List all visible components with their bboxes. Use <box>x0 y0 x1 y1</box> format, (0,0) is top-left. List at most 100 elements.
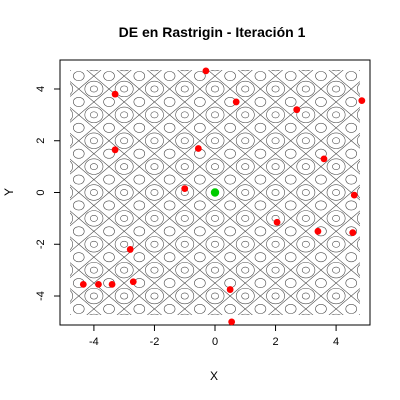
contour-line <box>138 101 171 129</box>
contour-line <box>271 189 280 196</box>
contour-line <box>254 303 267 314</box>
contour-line <box>194 174 206 185</box>
x-tick-label: 0 <box>212 336 218 348</box>
contour-line <box>199 256 231 284</box>
contour-line <box>169 256 201 284</box>
contour-line <box>326 158 346 175</box>
contour-line <box>315 303 327 314</box>
contour-line <box>199 230 231 258</box>
contour-line <box>194 46 205 55</box>
contour-line <box>235 132 255 149</box>
contour-line <box>350 288 360 304</box>
contour-line <box>320 205 352 232</box>
contour-line <box>271 163 280 171</box>
contour-line <box>120 111 129 119</box>
contour-line <box>266 184 285 201</box>
contour-line <box>224 252 236 263</box>
contour-line <box>290 75 322 103</box>
contour-line <box>376 123 387 132</box>
contour-line <box>356 83 360 95</box>
population-point <box>350 191 358 199</box>
contour-line <box>358 314 360 315</box>
contour-line <box>180 163 189 171</box>
contour-line <box>210 313 220 315</box>
contour-line <box>70 186 74 199</box>
contour-line <box>70 210 80 227</box>
population-point <box>273 218 281 226</box>
contour-line <box>332 240 341 248</box>
contour-line <box>70 70 72 71</box>
contour-line <box>346 46 357 55</box>
contour-line <box>163 96 176 107</box>
population-point <box>320 155 328 163</box>
x-axis: -4 -2 0 2 4 <box>89 324 339 348</box>
contour-line <box>266 158 285 175</box>
contour-line <box>163 200 176 211</box>
contour-line <box>163 148 176 159</box>
contour-line <box>73 122 85 133</box>
contour-line <box>301 189 310 196</box>
contour-line <box>180 266 189 274</box>
contour-line <box>254 148 267 159</box>
contour-line <box>70 288 80 304</box>
contour-line <box>103 200 115 211</box>
contour-line <box>315 174 327 185</box>
contour-line <box>70 83 74 95</box>
contour-line <box>169 75 201 103</box>
y-axis-label: Y <box>2 188 16 196</box>
contour-line <box>301 85 310 93</box>
contour-line <box>133 96 146 107</box>
contour-line <box>271 111 280 119</box>
contour-line <box>254 174 267 185</box>
contour-line <box>235 262 255 279</box>
contour-line <box>73 96 85 107</box>
contour-line <box>60 293 67 299</box>
contour-line <box>114 262 134 279</box>
contour-line <box>235 287 255 305</box>
contour-line <box>254 71 267 82</box>
contour-line <box>296 184 316 201</box>
contour-line <box>302 60 309 66</box>
contour-line <box>363 138 370 144</box>
contour-line <box>332 319 339 325</box>
contour-line <box>163 71 176 82</box>
contour-line <box>254 252 267 263</box>
contour-line <box>84 236 104 253</box>
contour-line <box>163 122 176 133</box>
contour-line <box>285 46 296 55</box>
contour-line <box>331 70 341 72</box>
contour-line <box>259 282 292 310</box>
contour-line <box>179 70 190 72</box>
contour-line <box>108 179 140 206</box>
contour-line <box>240 70 251 72</box>
contour-line <box>259 75 292 103</box>
contour-line <box>150 85 159 93</box>
contour-line <box>103 303 115 314</box>
contour-line <box>350 132 360 149</box>
contour-line <box>70 108 74 121</box>
contour-line <box>179 313 190 315</box>
contour-line <box>326 236 346 253</box>
contour-line <box>326 184 346 201</box>
contour-line <box>163 278 176 289</box>
contour-line <box>259 179 292 206</box>
contour-line <box>145 106 164 123</box>
contour-line <box>199 282 231 310</box>
contour-line <box>103 71 115 82</box>
contour-line <box>199 153 231 180</box>
contour-line <box>175 210 195 227</box>
contour-line <box>241 266 250 274</box>
contour-line <box>133 252 146 263</box>
contour-line <box>270 70 281 72</box>
y-axis: -4 -2 0 2 4 <box>35 86 61 301</box>
contour-line <box>266 287 285 305</box>
contour-line <box>345 71 357 82</box>
contour-line <box>138 179 171 206</box>
contour-line <box>255 46 266 55</box>
contour-line <box>84 210 104 227</box>
population-point <box>129 278 137 286</box>
contour-line <box>284 252 297 263</box>
contour-line <box>180 137 189 145</box>
contour-line <box>138 282 171 310</box>
contour-line <box>205 287 225 305</box>
